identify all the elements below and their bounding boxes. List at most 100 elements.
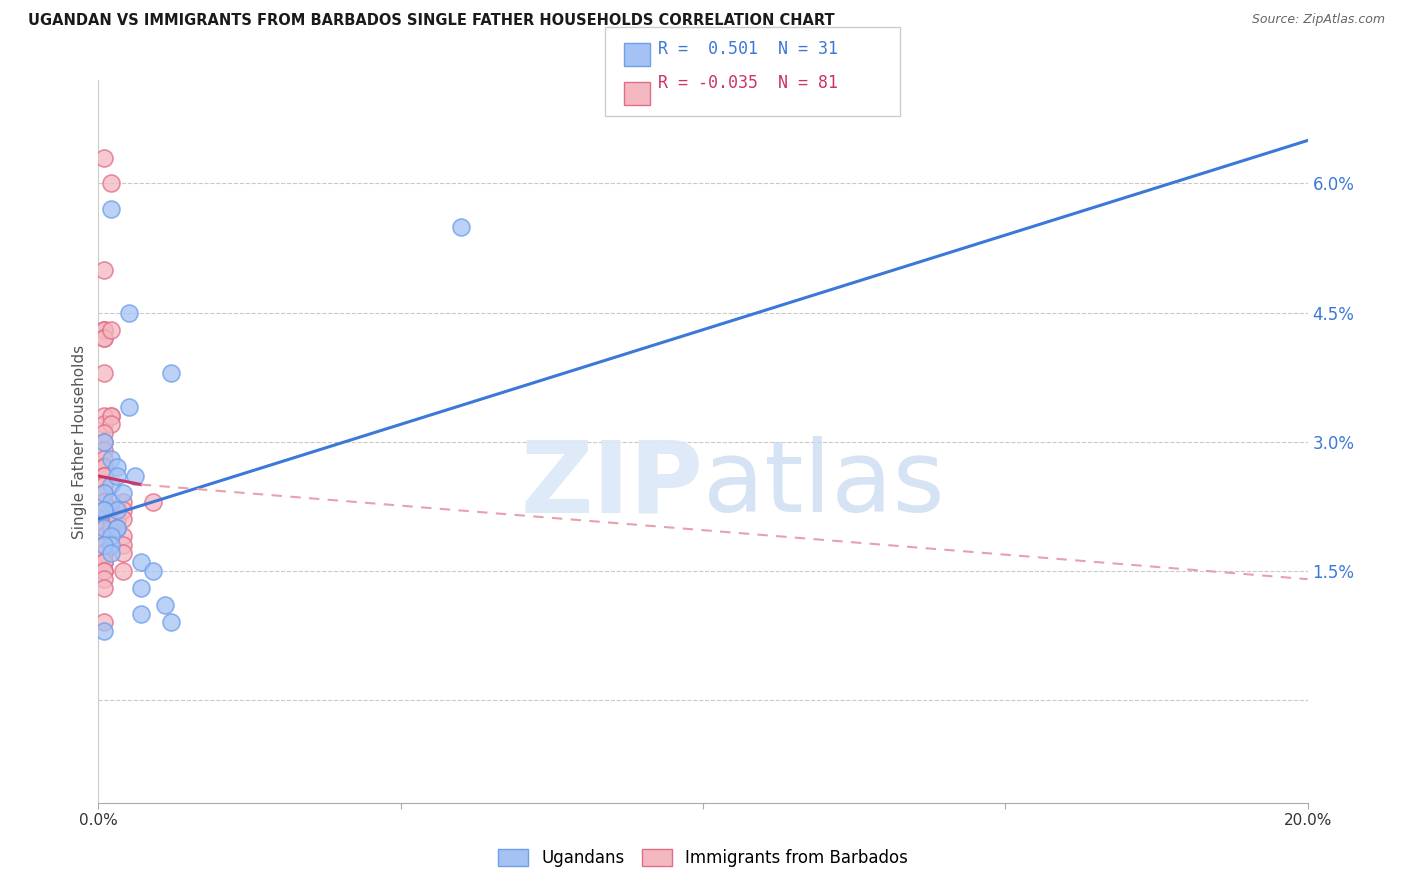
Point: [93, 460, 115, 475]
Point: [160, 615, 183, 630]
Point: [93, 469, 115, 483]
Text: R = -0.035  N = 81: R = -0.035 N = 81: [658, 74, 838, 92]
Legend: Ugandans, Immigrants from Barbados: Ugandans, Immigrants from Barbados: [492, 842, 914, 874]
Point: [93, 564, 115, 578]
Point: [93, 262, 115, 277]
Point: [93, 503, 115, 517]
Point: [100, 546, 122, 560]
Point: [105, 520, 128, 534]
Point: [105, 460, 128, 475]
Point: [93, 469, 115, 483]
Point: [93, 503, 115, 517]
Point: [93, 323, 115, 337]
Point: [129, 607, 152, 621]
Point: [100, 538, 122, 552]
Point: [93, 520, 115, 534]
Point: [93, 538, 115, 552]
Point: [93, 443, 115, 458]
Point: [111, 503, 134, 517]
Point: [111, 512, 134, 526]
Point: [93, 460, 115, 475]
Point: [93, 529, 115, 543]
Point: [93, 451, 115, 466]
Point: [93, 520, 115, 534]
Point: [105, 520, 128, 534]
Point: [93, 546, 115, 560]
Point: [93, 477, 115, 491]
Point: [142, 564, 165, 578]
Point: [93, 520, 115, 534]
Point: [93, 486, 115, 500]
Text: ZIP: ZIP: [520, 436, 703, 533]
Point: [93, 624, 115, 638]
Point: [93, 520, 115, 534]
Point: [100, 409, 122, 423]
Point: [111, 494, 134, 508]
Point: [93, 529, 115, 543]
Point: [105, 520, 128, 534]
Point: [105, 503, 128, 517]
Point: [93, 494, 115, 508]
Point: [93, 503, 115, 517]
Point: [100, 409, 122, 423]
Point: [93, 529, 115, 543]
Point: [93, 546, 115, 560]
Point: [93, 477, 115, 491]
Point: [93, 538, 115, 552]
Point: [93, 331, 115, 345]
Point: [105, 503, 128, 517]
Point: [93, 581, 115, 595]
Point: [100, 512, 122, 526]
Point: [450, 219, 472, 234]
Point: [93, 434, 115, 449]
Point: [105, 512, 128, 526]
Point: [93, 323, 115, 337]
Point: [93, 512, 115, 526]
Point: [93, 512, 115, 526]
Point: [93, 323, 115, 337]
Point: [118, 400, 141, 414]
Point: [93, 572, 115, 586]
Point: [93, 486, 115, 500]
Point: [105, 503, 128, 517]
Point: [100, 417, 122, 432]
Text: atlas: atlas: [703, 436, 945, 533]
Point: [93, 615, 115, 630]
Point: [93, 409, 115, 423]
Point: [93, 555, 115, 569]
Point: [93, 538, 115, 552]
Point: [93, 425, 115, 440]
Point: [111, 486, 134, 500]
Point: [93, 555, 115, 569]
Point: [93, 503, 115, 517]
Point: [93, 564, 115, 578]
Point: [129, 581, 152, 595]
Point: [100, 202, 122, 217]
Point: [118, 305, 141, 319]
Point: [100, 512, 122, 526]
Point: [100, 494, 122, 508]
Point: [93, 503, 115, 517]
Point: [111, 564, 134, 578]
Point: [93, 494, 115, 508]
Point: [100, 323, 122, 337]
Y-axis label: Single Father Households: Single Father Households: [72, 344, 87, 539]
Point: [93, 477, 115, 491]
Point: [93, 366, 115, 380]
Point: [111, 546, 134, 560]
Point: [93, 417, 115, 432]
Point: [93, 434, 115, 449]
Point: [100, 451, 122, 466]
Point: [93, 486, 115, 500]
Point: [105, 469, 128, 483]
Point: [142, 494, 165, 508]
Point: [124, 469, 146, 483]
Point: [93, 331, 115, 345]
Point: [100, 520, 122, 534]
Point: [111, 529, 134, 543]
Point: [100, 177, 122, 191]
Point: [93, 520, 115, 534]
Point: [100, 529, 122, 543]
Point: [93, 503, 115, 517]
Point: [105, 512, 128, 526]
